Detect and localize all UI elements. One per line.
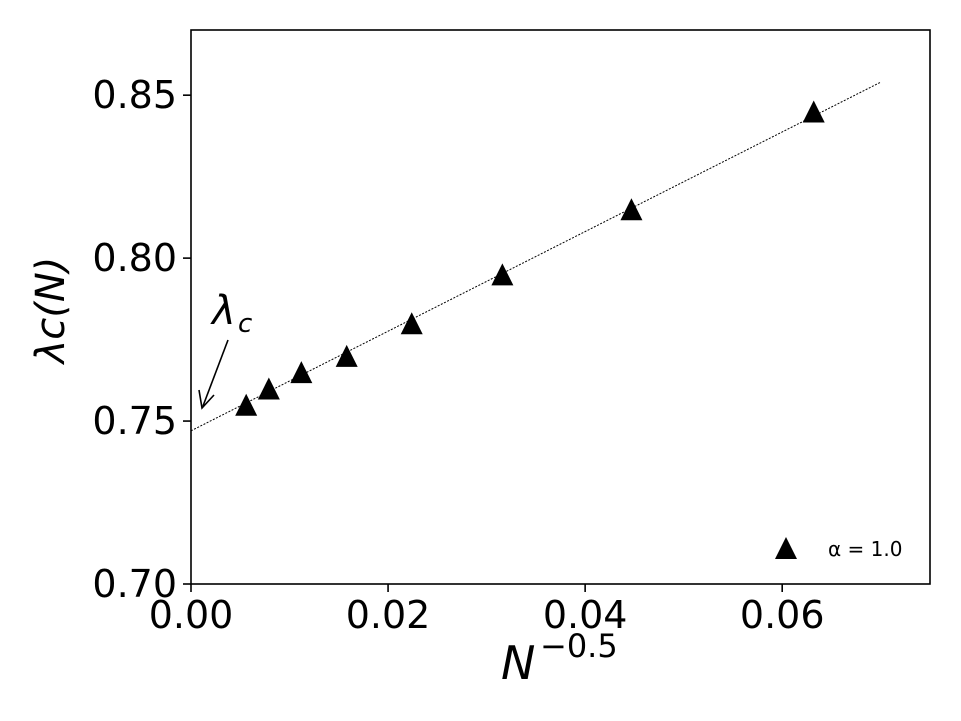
annotation-arrow-head	[198, 389, 215, 410]
x-tick-label: 0.02	[346, 593, 431, 637]
y-tick-label: 0.85	[92, 73, 177, 117]
y-tick-label: 0.70	[92, 562, 177, 606]
annotation-subscript: c	[238, 309, 252, 339]
x-axis-label: N −0.5	[501, 627, 618, 690]
annotation-arrow-shaft	[202, 339, 229, 407]
y-axis-label: λc(N)	[28, 257, 74, 366]
annotation-text: λ	[210, 288, 236, 334]
data-point	[235, 393, 258, 416]
data-point	[802, 100, 825, 123]
x-axis-label-base: N	[501, 636, 535, 690]
x-tick-label: 0.06	[740, 593, 825, 637]
x-tick-label: 0.00	[149, 593, 234, 637]
plot-frame	[190, 29, 931, 585]
data-point	[400, 312, 423, 335]
legend: α = 1.0	[775, 537, 902, 561]
y-tick-label: 0.80	[92, 236, 177, 280]
data-point	[491, 263, 514, 286]
legend-label: α = 1.0	[828, 537, 902, 561]
y-tick-label: 0.75	[92, 399, 177, 443]
data-point	[620, 198, 643, 221]
legend-marker-triangle	[775, 537, 797, 559]
x-axis-label-exponent: −0.5	[540, 627, 618, 665]
lambda-c-annotation: λ c	[198, 288, 252, 410]
x-tick-label: 0.04	[543, 593, 628, 637]
data-point	[257, 377, 280, 400]
data-point	[290, 361, 313, 384]
data-point	[335, 344, 358, 367]
fit-line	[190, 81, 881, 432]
